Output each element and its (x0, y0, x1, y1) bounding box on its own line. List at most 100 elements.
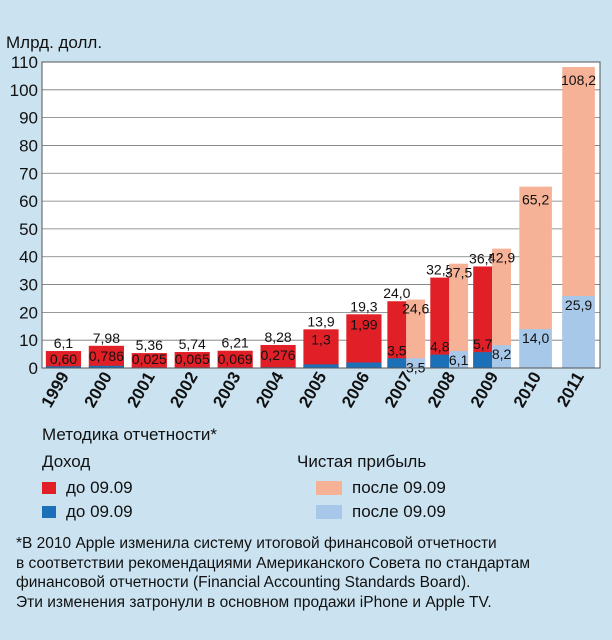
bar-revenue-before (260, 344, 296, 368)
bar-revenue-before (88, 345, 124, 368)
bar-revenue-after (387, 358, 407, 368)
legend-item-profit-after: после 09.09 (316, 502, 446, 522)
data-label-profit-before: 24,6 (402, 301, 429, 317)
legend-swatch-lightblue (316, 505, 342, 519)
x-tick-label: 1999 (38, 369, 73, 411)
x-tick-label: 2009 (467, 369, 502, 411)
data-label-revenue-before: 32,5 (426, 262, 453, 278)
bar-profit-after (519, 329, 552, 368)
bar-revenue-after (88, 365, 124, 368)
legend-swatch-blue (42, 506, 56, 518)
x-tick-label: 2006 (338, 369, 373, 411)
data-label-revenue-after: 0,276 (261, 347, 296, 363)
data-label-revenue-before: 6,1 (54, 335, 74, 351)
bar-revenue-before (387, 301, 407, 368)
bar-profit-before (406, 299, 426, 368)
y-tick-label: 50 (19, 220, 38, 239)
y-axis-label: Млрд. долл. (6, 33, 102, 52)
y-tick-label: 40 (19, 248, 38, 267)
legend-label-profit-before: после 09.09 (352, 478, 446, 497)
bar-revenue-before (217, 350, 253, 368)
legend-label-revenue-after: до 09.09 (66, 502, 133, 521)
data-label-revenue-before: 24,0 (383, 285, 410, 301)
data-label-profit-after: 25,9 (565, 297, 592, 313)
data-label-revenue-after: 0,065 (175, 351, 210, 367)
bar-revenue-after (45, 366, 82, 368)
data-label-profit-after: 14,0 (522, 330, 549, 346)
legend-swatch-peach (316, 481, 342, 495)
legend-item-revenue-after: до 09.09 (42, 502, 133, 522)
y-tick-label: 90 (19, 109, 38, 128)
data-label-revenue-before: 13,9 (307, 313, 334, 329)
bar-profit-after (562, 295, 595, 368)
x-tick-label: 2008 (424, 369, 459, 411)
y-tick-label: 10 (19, 331, 38, 350)
data-label-revenue-after: 3,5 (387, 342, 407, 358)
x-tick-label: 2002 (166, 369, 201, 411)
bar-revenue-before (174, 352, 210, 368)
legend-swatch-red (42, 482, 56, 494)
bar-profit-before (492, 248, 512, 368)
x-tick-label: 2010 (510, 369, 545, 411)
data-label-revenue-before: 7,98 (93, 330, 120, 346)
data-label-revenue-before: 6,21 (222, 335, 249, 351)
y-tick-label: 100 (10, 81, 38, 100)
data-label-revenue-before: 36,5 (469, 250, 496, 266)
footnote-line: финансовой отчетности (Financial Account… (16, 574, 471, 591)
y-tick-label: 60 (19, 192, 38, 211)
data-label-profit-after: 6,1 (449, 352, 469, 368)
bar-revenue-before (473, 266, 493, 368)
y-tick-label: 80 (19, 136, 38, 155)
data-label-revenue-after: 1,3 (311, 331, 331, 347)
legend-item-revenue-before: до 09.09 (42, 478, 133, 498)
x-tick-label: 2011 (553, 369, 588, 410)
legend-profit-title: Чистая прибыль (297, 452, 427, 471)
y-tick-label: 110 (11, 53, 38, 72)
bar-profit-after (449, 351, 469, 368)
y-tick-label: 30 (19, 276, 38, 295)
y-tick-label: 20 (19, 303, 38, 322)
bar-revenue-before (430, 277, 450, 368)
x-tick-label: 2000 (80, 369, 115, 411)
x-tick-label: 2001 (123, 369, 158, 411)
data-label-profit-before: 42,9 (488, 250, 515, 266)
bar-revenue-after (346, 362, 382, 368)
footnote-line: Эти изменения затронули в основном прода… (16, 593, 492, 611)
y-tick-label: 0 (29, 359, 38, 378)
data-label-revenue-after: 0,60 (50, 351, 77, 367)
legend-revenue-title: Доход (42, 452, 91, 471)
x-tick-label: 2004 (252, 368, 288, 411)
data-label-profit-after: 3,5 (406, 359, 426, 375)
plot-frame (41, 61, 601, 369)
bar-revenue-after (430, 354, 450, 368)
data-label-revenue-before: 19,3 (350, 298, 377, 314)
bar-profit-after (492, 345, 512, 368)
legend-label-profit-after: после 09.09 (352, 502, 446, 521)
data-label-revenue-after: 4,8 (430, 339, 450, 355)
legend-item-profit-before: после 09.09 (316, 478, 446, 498)
data-label-revenue-after: 0,069 (218, 351, 253, 367)
data-label-revenue-after: 5,7 (473, 336, 493, 352)
data-label-profit-before: 65,2 (522, 192, 549, 208)
y-tick-label: 70 (19, 164, 38, 183)
bar-revenue-before (346, 314, 382, 368)
footnote-line: в соответствии рекомендациями Американск… (16, 554, 531, 572)
data-label-revenue-before: 5,36 (136, 337, 163, 353)
bar-revenue-after (473, 352, 493, 368)
bar-revenue-before (131, 353, 167, 368)
legend-method-title: Методика отчетности* (42, 425, 217, 444)
data-label-revenue-after: 0,025 (132, 351, 167, 367)
footnote-line: *В 2010 Apple изменила систему итоговой … (16, 535, 497, 552)
bar-revenue-before (45, 351, 82, 368)
x-tick-label: 2003 (209, 369, 244, 411)
chart: Млрд. долл.01020304050607080901001106,10… (6, 33, 601, 411)
data-label-profit-after: 8,2 (492, 346, 512, 362)
bar-revenue-after (303, 364, 339, 368)
x-tick-label: 2005 (295, 369, 330, 411)
data-label-revenue-after: 1,99 (350, 316, 377, 332)
legend-label-revenue-before: до 09.09 (66, 478, 133, 497)
data-label-revenue-after: 0,786 (89, 348, 124, 364)
data-label-revenue-before: 5,74 (179, 336, 206, 352)
data-label-profit-before: 37,5 (445, 265, 472, 281)
bar-profit-after (406, 358, 426, 368)
